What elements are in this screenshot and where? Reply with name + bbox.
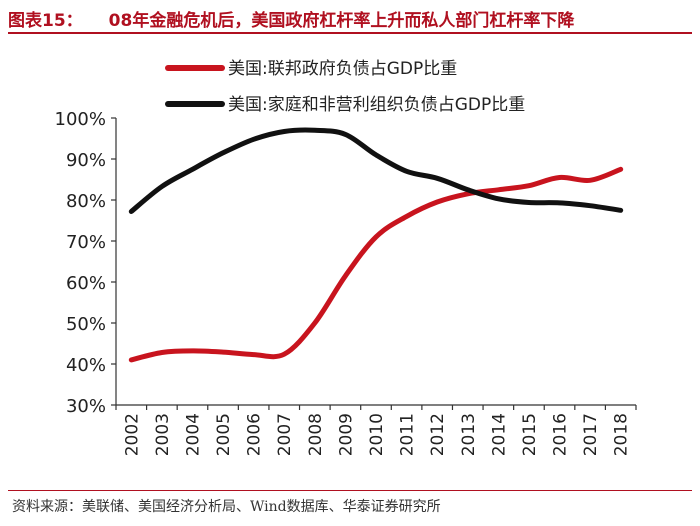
x-axis: 2002 2003 2004 2005 2006 2007 2008 2009 2010 2011… [115, 404, 637, 456]
data-point-s2 [497, 197, 500, 200]
x-tick-label: 2010 [367, 413, 387, 456]
figure-title-bar: 图表15： 08年金融危机后，美国政府杠杆率上升而私人部门杠杆率下降 [8, 4, 692, 32]
data-point-s2 [161, 185, 163, 188]
y-axis: 30% 40% 50% 60% 70% 80% 90% 100% [55, 109, 117, 417]
y-tick-label: 100% [55, 109, 106, 130]
x-tick-label: 2006 [245, 413, 265, 456]
data-point-s1 [283, 353, 286, 355]
x-tick-label: 2003 [153, 413, 173, 456]
data-point-s1 [558, 176, 561, 179]
data-point-s2 [191, 168, 194, 171]
x-tick-label: 2007 [275, 413, 295, 456]
data-point-s2 [619, 209, 622, 212]
x-tick-label: 2013 [459, 413, 479, 456]
data-point-s1 [314, 322, 316, 324]
x-tick-label: 2015 [520, 413, 540, 456]
x-tick-label: 2004 [183, 413, 203, 456]
data-point-s1 [161, 351, 163, 354]
series-line-1 [128, 166, 624, 363]
data-point-s1 [252, 353, 255, 356]
y-tick-label: 80% [66, 191, 106, 212]
source-note: 资料来源：美联储、美国经济分析局、Wind数据库、华泰证券研究所 [12, 499, 441, 515]
data-point-s2 [252, 138, 255, 141]
x-tick-label: 2002 [122, 413, 142, 456]
data-point-s1 [436, 201, 438, 203]
data-point-s1 [619, 168, 622, 171]
series-group [128, 127, 624, 363]
x-tick-label: 2009 [336, 413, 356, 456]
data-point-s2 [558, 202, 561, 204]
data-point-s2 [405, 170, 408, 173]
data-point-s2 [589, 204, 591, 207]
x-tick-label: 2016 [551, 413, 571, 456]
data-point-s2 [528, 201, 530, 204]
data-point-s2 [314, 129, 316, 132]
data-point-s1 [528, 184, 530, 187]
x-tick-label: 2005 [214, 413, 234, 456]
data-point-s2 [375, 154, 377, 156]
data-point-s1 [222, 351, 224, 353]
footer-divider [8, 490, 692, 491]
data-point-s2 [283, 130, 286, 133]
figure-title: 08年金融危机后，美国政府杠杆率上升而私人部门杠杆率下降 [108, 10, 575, 31]
data-point-s1 [130, 359, 133, 361]
data-point-s2 [222, 152, 224, 154]
data-point-s2 [130, 210, 133, 213]
y-tick-label: 60% [66, 273, 106, 294]
x-tick-label: 2018 [612, 413, 632, 456]
data-point-s1 [497, 188, 500, 191]
x-tick-label: 2017 [581, 413, 601, 456]
data-point-s2 [466, 188, 469, 191]
x-tick-label: 2012 [428, 413, 448, 456]
data-point-s1 [466, 193, 469, 195]
title-divider [8, 32, 692, 34]
y-tick-label: 50% [66, 314, 106, 335]
data-point-s1 [344, 275, 347, 277]
x-tick-label: 2008 [306, 413, 326, 456]
legend-label-2: 美国:家庭和非营利组织负债占GDP比重 [228, 95, 525, 115]
data-point-s1 [191, 350, 194, 352]
figure-label: 图表15： [8, 10, 83, 31]
y-tick-label: 90% [66, 150, 106, 171]
data-point-s1 [405, 215, 408, 218]
legend-label-1: 美国:联邦政府负债占GDP比重 [228, 59, 457, 79]
x-tick-label: 2011 [398, 413, 418, 456]
series-line-2 [128, 127, 624, 214]
data-point-s1 [375, 236, 377, 238]
data-point-s2 [344, 133, 347, 136]
x-tick-label: 2014 [489, 413, 509, 456]
y-tick-label: 30% [66, 396, 106, 417]
data-point-s1 [589, 179, 591, 182]
y-tick-label: 70% [66, 232, 106, 253]
data-point-s2 [436, 177, 438, 180]
y-tick-label: 40% [66, 355, 106, 376]
